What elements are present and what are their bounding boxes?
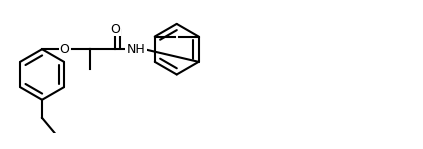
Text: O: O (60, 43, 70, 56)
Text: NH: NH (126, 43, 146, 56)
Text: O: O (110, 23, 120, 36)
